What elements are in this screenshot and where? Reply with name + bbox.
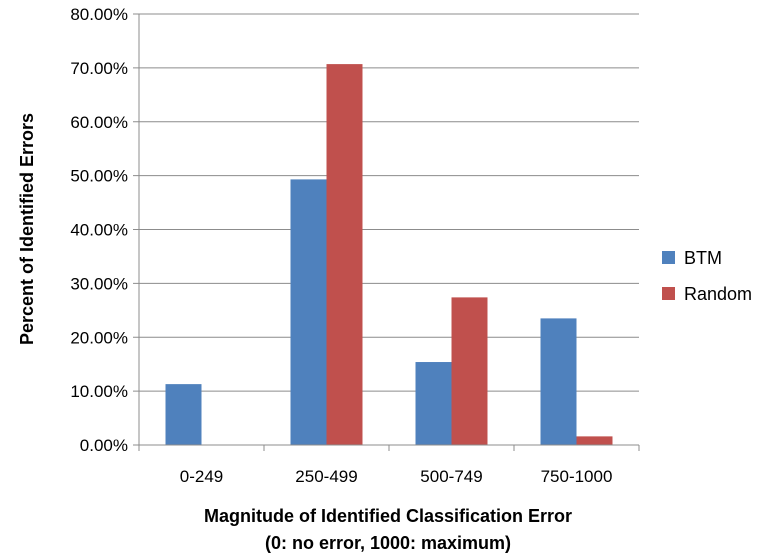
y-axis-ticks: 0.00% 10.00% 20.00% 30.00% 40.00% 50.00% 60.00… xyxy=(70,5,139,455)
gridlines xyxy=(139,13,639,392)
legend: BTM Random xyxy=(662,248,752,304)
bar-btm-750-1000 xyxy=(540,318,577,445)
y-tick-label: 0.00% xyxy=(80,436,128,455)
bar-btm-250-499 xyxy=(290,179,327,446)
legend-swatch-random xyxy=(662,287,675,300)
bar-random-250-499 xyxy=(326,64,363,445)
legend-label-random: Random xyxy=(684,284,752,304)
bar-random-500-749 xyxy=(451,297,488,445)
y-tick-label: 60.00% xyxy=(70,113,128,132)
x-axis-title-line2: (0: no error, 1000: maximum) xyxy=(265,533,511,553)
y-tick-label: 40.00% xyxy=(70,221,128,240)
bars xyxy=(165,64,613,446)
y-tick-label: 20.00% xyxy=(70,328,128,347)
bar-btm-500-749 xyxy=(415,362,452,445)
legend-label-btm: BTM xyxy=(684,248,722,268)
y-tick-label: 30.00% xyxy=(70,274,128,293)
x-axis-title-line1: Magnitude of Identified Classification E… xyxy=(204,506,572,526)
y-tick-label: 70.00% xyxy=(70,59,128,78)
x-tick-label: 0-249 xyxy=(180,467,223,486)
legend-swatch-btm xyxy=(662,251,675,264)
x-axis-ticks: 0-249 250-499 500-749 750-1000 xyxy=(138,445,640,486)
bar-btm-0-249 xyxy=(165,384,202,445)
y-tick-label: 50.00% xyxy=(70,167,128,186)
x-tick-label: 500-749 xyxy=(420,467,482,486)
x-tick-label: 750-1000 xyxy=(541,467,613,486)
y-tick-label: 10.00% xyxy=(70,382,128,401)
y-axis-title: Percent of Identified Errors xyxy=(17,113,37,345)
y-tick-label: 80.00% xyxy=(70,5,128,24)
x-tick-label: 250-499 xyxy=(295,467,357,486)
bar-random-750-1000 xyxy=(576,436,613,445)
